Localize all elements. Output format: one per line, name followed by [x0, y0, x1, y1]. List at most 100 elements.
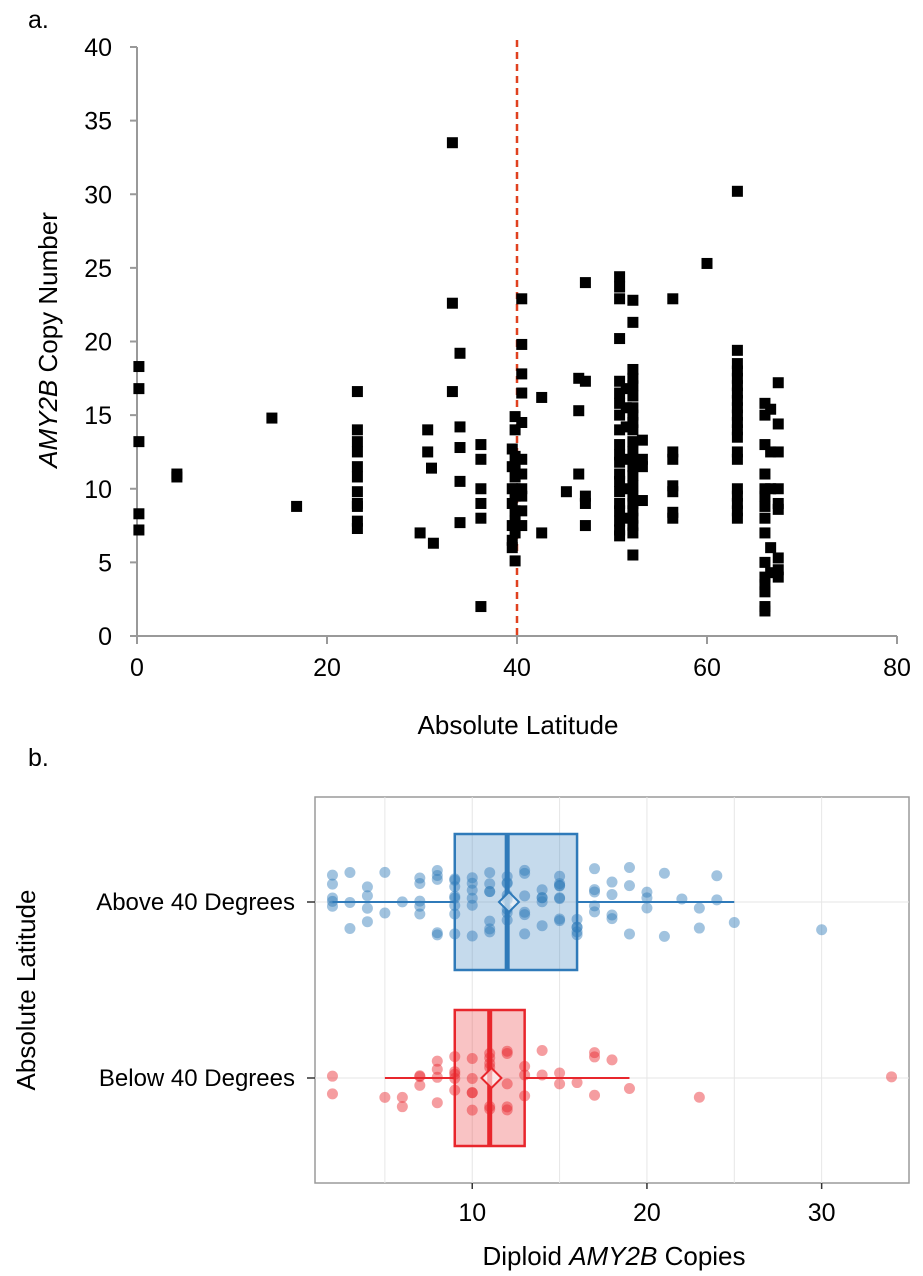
jitter-point [623, 928, 635, 940]
jitter-point [623, 880, 635, 892]
scatter-point [579, 277, 591, 289]
jitter-point [466, 892, 478, 904]
scatter-point [536, 391, 548, 403]
mean-diamond [497, 890, 521, 914]
scatter-point [614, 530, 626, 542]
jitter-point [501, 1101, 513, 1113]
jitter-point [431, 929, 443, 941]
scatter-point [454, 421, 466, 433]
scatter-point [731, 483, 743, 495]
jitter-point [379, 907, 391, 919]
scatter-point [516, 368, 528, 380]
scatter-point [516, 416, 528, 428]
jitter-point [484, 886, 496, 898]
scatter-point [422, 424, 434, 436]
scatter-point [351, 500, 363, 512]
scatter-point [731, 387, 743, 399]
scatter-point [772, 571, 784, 583]
scatter-point [772, 418, 784, 430]
x-axis-title-b-post: Copies [657, 1241, 745, 1271]
panel-b-tick-labels: 10 20 30 Above 40 Degrees Below 40 Degrees [96, 889, 835, 1227]
panel-a-label: a. [28, 6, 49, 34]
scatter-point [614, 468, 626, 480]
scatter-point [351, 523, 363, 535]
x-tick-label-a: 60 [693, 654, 721, 682]
y-axis-title-a-rest: Copy Number [33, 212, 63, 380]
jitter-point [326, 1088, 338, 1100]
scatter-point [573, 372, 585, 384]
jitter-point [554, 913, 566, 925]
scatter-point [627, 436, 639, 448]
scatter-point [759, 483, 771, 495]
jitter-point [536, 896, 548, 908]
jitter-point [414, 900, 426, 912]
jitter-point [484, 886, 496, 898]
jitter-point [589, 900, 601, 912]
jitter-point [886, 1071, 898, 1083]
panel-a-scatter-chart: a. 0 5 10 15 20 25 30 35 40 0 20 40 60 80 Absolute La… [28, 6, 911, 740]
scatter-point [765, 542, 777, 554]
panel-a-tick-labels: 0 5 10 15 20 25 30 35 40 0 20 40 60 80 [84, 34, 911, 682]
jitter-point [536, 884, 548, 896]
scatter-point [627, 372, 639, 384]
jitter-point [641, 902, 653, 914]
scatter-point [516, 293, 528, 305]
scatter-point [731, 372, 743, 384]
scatter-point [627, 505, 639, 517]
panel-b-plot-frame [314, 796, 910, 1184]
scatter-point [759, 527, 771, 539]
scatter-point [614, 424, 626, 436]
scatter-point [133, 383, 145, 395]
scatter-point [627, 294, 639, 306]
jitter-point [484, 878, 496, 890]
scatter-point [509, 555, 521, 567]
mean-diamond [480, 1066, 503, 1090]
scatter-point [133, 524, 145, 536]
scatter-point [759, 439, 771, 451]
jitter-point [466, 1072, 478, 1084]
jitter-point [554, 1067, 566, 1079]
scatter-point [614, 475, 626, 487]
scatter-point [759, 500, 771, 512]
jitter-point [396, 1091, 408, 1103]
panel-b-boxes [332, 832, 735, 1148]
scatter-point [516, 520, 528, 532]
jitter-point [361, 916, 373, 928]
scatter-point [506, 542, 518, 554]
jitter-point [466, 1087, 478, 1099]
scatter-point [759, 571, 771, 583]
scatter-point [759, 409, 771, 421]
scatter-point [614, 524, 626, 536]
scatter-point [509, 515, 521, 527]
scatter-point [731, 185, 743, 197]
scatter-point [579, 490, 591, 502]
jitter-point [484, 915, 496, 927]
jitter-point [606, 1054, 618, 1066]
jitter-point [641, 892, 653, 904]
scatter-point [351, 515, 363, 527]
jitter-point [431, 865, 443, 877]
scatter-point [731, 490, 743, 502]
jitter-point [554, 879, 566, 891]
scatter-point [133, 436, 145, 448]
scatter-point [731, 409, 743, 421]
scatter-point [509, 411, 521, 423]
scatter-point [579, 497, 591, 509]
scatter-point [759, 578, 771, 590]
scatter-point [731, 497, 743, 509]
scatter-point [560, 486, 572, 498]
scatter-point [509, 527, 521, 539]
scatter-point [171, 471, 183, 483]
jitter-point [519, 928, 531, 940]
scatter-point [636, 453, 648, 465]
jitter-point [693, 1091, 705, 1103]
scatter-point [627, 380, 639, 392]
scatter-point [454, 517, 466, 529]
scatter-point [614, 456, 626, 468]
jitter-point [431, 1063, 443, 1075]
scatter-point [627, 461, 639, 473]
jitter-point [589, 1051, 601, 1063]
jitter-point [431, 1055, 443, 1067]
jitter-point [466, 877, 478, 889]
